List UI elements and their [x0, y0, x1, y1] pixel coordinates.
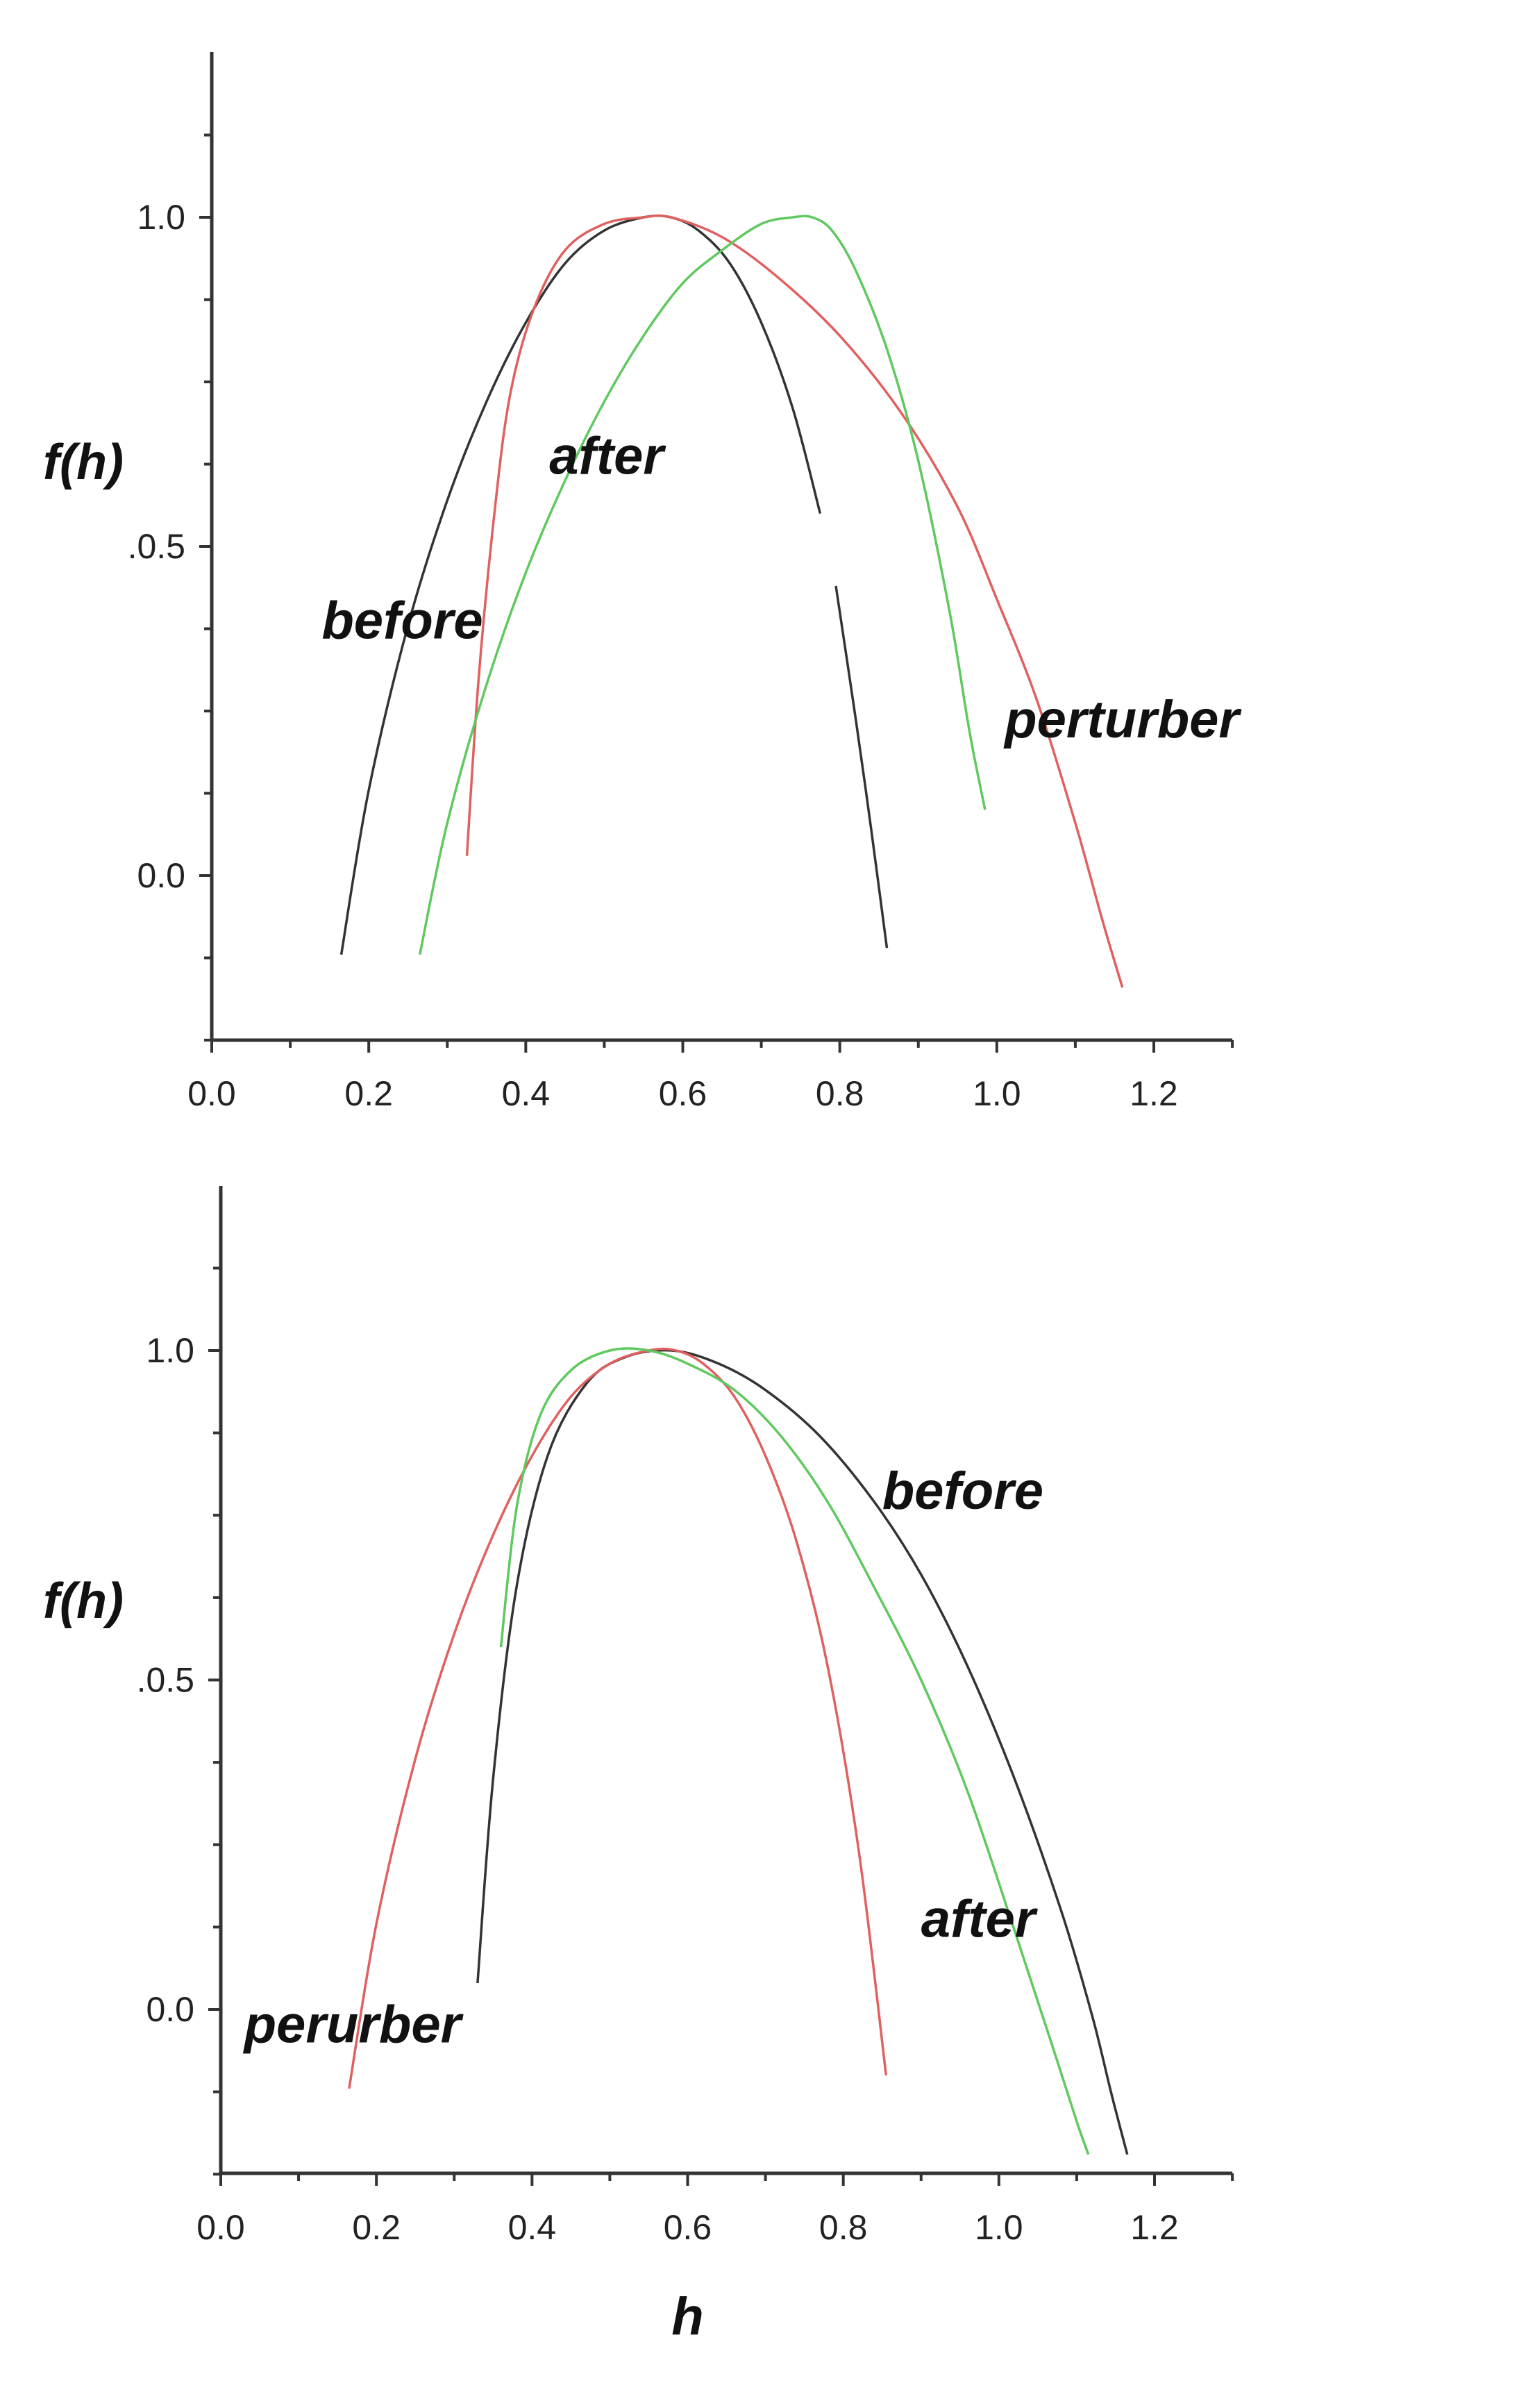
x-tick-label: 0.6: [664, 2208, 712, 2247]
series-curve-green: [418, 215, 987, 955]
x-tick-label: 0.2: [352, 2208, 401, 2247]
curve-label-before: before: [321, 592, 482, 651]
curve-label-perturber: perturber: [1003, 690, 1242, 749]
y-tick-label: 0.0: [137, 856, 185, 895]
series-curve-black: [339, 214, 822, 955]
x-axis-label: h: [671, 2287, 703, 2346]
x-tick-label: 0.8: [816, 1074, 864, 1113]
series-curve-red: [465, 214, 1124, 988]
x-tick-label: 1.0: [975, 2208, 1023, 2247]
x-tick-label: 1.2: [1130, 1074, 1178, 1113]
y-axis-label: f(h): [43, 435, 124, 490]
x-tick-label: 0.4: [502, 1074, 551, 1113]
x-tick-label: 1.2: [1130, 2208, 1179, 2247]
series-curve-red: [348, 1347, 888, 2089]
series-curve-green: [499, 1347, 1090, 2155]
y-tick-label: .0.5: [128, 527, 185, 566]
chart-bottom: 0.0 0.2 0.4 0.6 0.8 1.0 1.2 0.0 .0.5 1.0 f(h) h befo…: [43, 1186, 1234, 2346]
x-tick-label: 0.8: [819, 2208, 868, 2247]
curve-label-after: after: [921, 1890, 1039, 1949]
x-tick-label: 0.6: [659, 1074, 707, 1113]
curve-label-after: after: [549, 427, 666, 486]
y-tick-label: 1.0: [146, 1331, 194, 1370]
y-axis-label: f(h): [43, 1573, 124, 1629]
series-curve-black: [476, 1348, 1129, 2155]
x-tick-label: 0.0: [187, 1074, 236, 1113]
series-curve-black: [834, 585, 889, 948]
x-tick-label: 0.2: [344, 1074, 393, 1113]
x-tick-label: 1.0: [973, 1074, 1021, 1113]
curve-label-before: before: [882, 1462, 1043, 1521]
y-tick-label: 0.0: [146, 1990, 194, 2029]
x-tick-label: 0.0: [196, 2208, 245, 2247]
chart-top: 0.0 0.2 0.4 0.6 0.8 1.0 1.2 0.0 .0.5 1.0 f(h) befor…: [43, 52, 1242, 1113]
y-tick-label: .0.5: [137, 1661, 194, 1700]
y-tick-label: 1.0: [137, 198, 185, 237]
x-tick-label: 0.4: [508, 2208, 557, 2247]
curve-label-perurber: perurber: [243, 1995, 464, 2054]
